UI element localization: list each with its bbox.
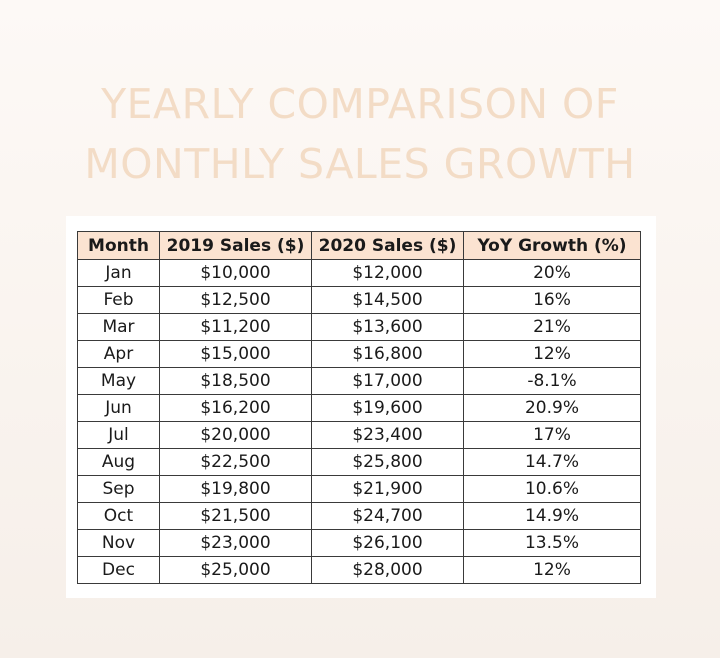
- header-month: Month: [77, 231, 160, 260]
- month-cell: Dec: [77, 556, 160, 584]
- month-cell: Feb: [77, 286, 160, 314]
- sales-2020-cell: $26,100: [311, 529, 464, 557]
- sales-2020-cell: $24,700: [311, 502, 464, 530]
- yoy-growth-cell: 17%: [463, 421, 641, 449]
- table-row: Feb $12,500 $14,500 16%: [77, 286, 641, 314]
- sales-2019-cell: $11,200: [159, 313, 312, 341]
- yoy-growth-cell: 21%: [463, 313, 641, 341]
- yoy-growth-cell: 16%: [463, 286, 641, 314]
- sales-2019-cell: $19,800: [159, 475, 312, 503]
- month-cell: Oct: [77, 502, 160, 530]
- sales-2019-cell: $20,000: [159, 421, 312, 449]
- table-row: May $18,500 $17,000 -8.1%: [77, 367, 641, 395]
- sales-2019-cell: $16,200: [159, 394, 312, 422]
- table-row: Aug $22,500 $25,800 14.7%: [77, 448, 641, 476]
- month-cell: Jul: [77, 421, 160, 449]
- month-cell: Jun: [77, 394, 160, 422]
- yoy-growth-cell: 12%: [463, 340, 641, 368]
- page-title: YEARLY COMPARISON OF MONTHLY SALES GROWT…: [0, 74, 720, 194]
- sales-2020-cell: $14,500: [311, 286, 464, 314]
- month-cell: Nov: [77, 529, 160, 557]
- month-cell: May: [77, 367, 160, 395]
- yoy-growth-cell: 14.7%: [463, 448, 641, 476]
- yoy-growth-cell: 14.9%: [463, 502, 641, 530]
- month-cell: Apr: [77, 340, 160, 368]
- sales-2019-cell: $15,000: [159, 340, 312, 368]
- table-row: Sep $19,800 $21,900 10.6%: [77, 475, 641, 503]
- sales-table: Month 2019 Sales ($) 2020 Sales ($) YoY …: [77, 231, 641, 584]
- sales-2020-cell: $16,800: [311, 340, 464, 368]
- table-row: Mar $11,200 $13,600 21%: [77, 313, 641, 341]
- header-2020-sales: 2020 Sales ($): [311, 231, 464, 260]
- sales-2019-cell: $25,000: [159, 556, 312, 584]
- sales-2020-cell: $28,000: [311, 556, 464, 584]
- yoy-growth-cell: 20%: [463, 259, 641, 287]
- month-cell: Aug: [77, 448, 160, 476]
- sales-2020-cell: $13,600: [311, 313, 464, 341]
- sales-2019-cell: $23,000: [159, 529, 312, 557]
- title-line-2: MONTHLY SALES GROWTH: [84, 140, 636, 188]
- table-header-row: Month 2019 Sales ($) 2020 Sales ($) YoY …: [77, 231, 641, 260]
- sales-2020-cell: $17,000: [311, 367, 464, 395]
- table-row: Apr $15,000 $16,800 12%: [77, 340, 641, 368]
- sales-2020-cell: $12,000: [311, 259, 464, 287]
- sales-2019-cell: $18,500: [159, 367, 312, 395]
- table-row: Jun $16,200 $19,600 20.9%: [77, 394, 641, 422]
- yoy-growth-cell: -8.1%: [463, 367, 641, 395]
- sales-2020-cell: $19,600: [311, 394, 464, 422]
- month-cell: Jan: [77, 259, 160, 287]
- table-row: Dec $25,000 $28,000 12%: [77, 556, 641, 584]
- yoy-growth-cell: 20.9%: [463, 394, 641, 422]
- yoy-growth-cell: 13.5%: [463, 529, 641, 557]
- header-2019-sales: 2019 Sales ($): [159, 231, 312, 260]
- sales-2020-cell: $21,900: [311, 475, 464, 503]
- header-yoy-growth: YoY Growth (%): [463, 231, 641, 260]
- table-row: Oct $21,500 $24,700 14.9%: [77, 502, 641, 530]
- yoy-growth-cell: 10.6%: [463, 475, 641, 503]
- table-row: Nov $23,000 $26,100 13.5%: [77, 529, 641, 557]
- table-body: Jan $10,000 $12,000 20% Feb $12,500 $14,500 16%…: [77, 259, 641, 584]
- title-line-1: YEARLY COMPARISON OF: [101, 80, 619, 128]
- sales-2020-cell: $23,400: [311, 421, 464, 449]
- sales-2020-cell: $25,800: [311, 448, 464, 476]
- table-row: Jul $20,000 $23,400 17%: [77, 421, 641, 449]
- month-cell: Mar: [77, 313, 160, 341]
- sales-2019-cell: $10,000: [159, 259, 312, 287]
- table-row: Jan $10,000 $12,000 20%: [77, 259, 641, 287]
- sales-2019-cell: $21,500: [159, 502, 312, 530]
- sales-2019-cell: $22,500: [159, 448, 312, 476]
- yoy-growth-cell: 12%: [463, 556, 641, 584]
- sales-2019-cell: $12,500: [159, 286, 312, 314]
- month-cell: Sep: [77, 475, 160, 503]
